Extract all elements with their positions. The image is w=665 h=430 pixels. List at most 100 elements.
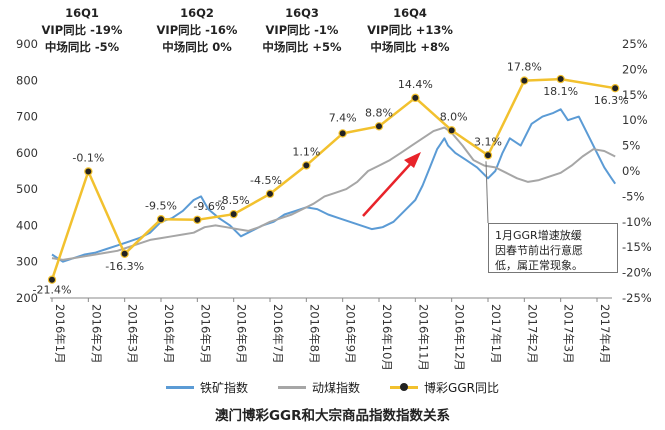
x-tick-label: 2016年1月 <box>53 304 67 364</box>
quarter-mass-yoy: 中场同比 +8% <box>370 40 450 54</box>
ggr-data-label: 8.0% <box>440 110 468 123</box>
ggr-data-label: 14.4% <box>398 78 433 91</box>
ggr-point-marker <box>520 76 529 85</box>
ggr-data-label: -9.6% <box>193 200 225 213</box>
legend-swatch-ggr-yoy <box>390 382 419 391</box>
y-left-tick-label: 400 <box>16 218 38 232</box>
y-right-tick-label: 15% <box>622 88 648 102</box>
ggr-data-label: 3.1% <box>474 135 502 148</box>
y-left-tick-label: 700 <box>16 110 38 124</box>
axes-group: 200 300 400 500 600 700 800 900 -25% -20% -15% -10%… <box>16 37 652 371</box>
legend-item-ggr-yoy: 博彩GGR同比 <box>390 379 499 396</box>
y-right-tick-label: -10% <box>622 215 652 229</box>
x-tick-label: 2017年2月 <box>525 304 539 364</box>
note-line: 因春节前出行意愿 <box>495 244 583 257</box>
legend-label-thermal-coal: 动煤指数 <box>312 380 361 395</box>
quarter-vip-yoy: VIP同比 -16% <box>157 23 238 37</box>
trend-arrow-group <box>362 152 489 224</box>
x-tick-label: 2016年2月 <box>89 304 103 364</box>
legend-swatch-thermal-coal <box>278 385 307 389</box>
legend-label-iron-ore: 铁矿指数 <box>200 380 249 395</box>
quarter-mass-yoy: 中场同比 -5% <box>45 40 120 54</box>
series-group <box>47 74 620 284</box>
legend-item-iron-ore: 铁矿指数 <box>166 379 248 396</box>
x-tick-label: 2016年9月 <box>344 304 358 364</box>
ggr-data-label: -4.5% <box>250 174 282 187</box>
y-left-tick-label: 800 <box>16 73 38 87</box>
ggr-point-marker <box>411 93 420 103</box>
ggr-point-marker <box>556 74 565 84</box>
y-right-tick-label: 25% <box>622 37 648 51</box>
ggr-point-marker <box>156 215 166 224</box>
y-right-tick-label: 5% <box>622 139 640 153</box>
series-line-thermal-coal <box>51 126 616 261</box>
ggr-point-marker <box>610 83 620 93</box>
series-line-ggr-yoy <box>50 77 616 281</box>
quarter-title: 16Q4 <box>393 6 427 20</box>
ggr-data-label: 1.1% <box>292 145 320 158</box>
ggr-point-marker <box>229 209 238 219</box>
ggr-data-label: -8.5% <box>218 194 250 207</box>
y-left-tick-label: 200 <box>16 291 38 305</box>
x-tick-label: 2017年4月 <box>598 304 612 364</box>
ggr-data-label: 18.1% <box>543 85 578 98</box>
trend-arrow-head <box>404 152 421 168</box>
quarter-vip-yoy: VIP同比 -19% <box>42 23 123 37</box>
note-line: 低，属正常现象。 <box>495 259 583 272</box>
ggr-point-marker <box>193 215 202 224</box>
legend-item-thermal-coal: 动煤指数 <box>278 379 360 396</box>
ggr-data-label: 17.8% <box>507 61 542 74</box>
ggr-point-marker <box>84 167 93 176</box>
quarter-title: 16Q2 <box>180 6 214 20</box>
data-labels-group: -21.4% -0.1% -16.3% -9.5% -9.6%-8.5%-4.5% 1.1… <box>33 61 629 297</box>
quarter-mass-yoy: 中场同比 +5% <box>262 40 342 54</box>
x-tick-label: 2017年3月 <box>562 304 576 364</box>
chart-caption: 澳门博彩GGR和大宗商品指数指数关系 <box>214 408 451 424</box>
y-left-tick-label: 900 <box>16 37 38 51</box>
y-left-tick-label: 600 <box>16 146 38 160</box>
trend-arrow-shaft <box>362 159 415 217</box>
ggr-data-label: -16.3% <box>105 260 144 273</box>
ggr-data-label: -9.5% <box>145 199 177 212</box>
x-tick-label: 2016年10月 <box>380 304 394 371</box>
quarter-title: 16Q1 <box>65 6 99 20</box>
x-tick-label: 2016年7月 <box>271 304 285 364</box>
x-tick-label: 2017年1月 <box>489 304 503 364</box>
y-right-tick-label: -5% <box>622 189 644 203</box>
y-right-tick-label: 20% <box>622 62 648 76</box>
y-right-tick-label: -15% <box>622 240 652 254</box>
quarter-title: 16Q3 <box>285 6 319 20</box>
legend-swatch-iron-ore <box>166 385 195 389</box>
y-right-tick-label: 0% <box>622 164 640 178</box>
x-tick-label: 2016年12月 <box>453 304 467 371</box>
ggr-data-label: 7.4% <box>329 111 357 124</box>
ggr-point-marker <box>447 126 456 135</box>
ggr-data-label: 8.8% <box>365 106 393 119</box>
ggr-data-label: -21.4% <box>33 284 72 297</box>
ggr-point-marker <box>338 129 347 138</box>
note-connector <box>485 161 489 224</box>
ggr-point-marker <box>374 122 384 131</box>
y-right-tick-label: -20% <box>622 266 652 280</box>
legend-marker-dot <box>400 382 409 391</box>
ggr-point-marker <box>302 161 311 170</box>
legend: 铁矿指数 动煤指数 博彩GGR同比 <box>0 378 665 396</box>
note-box: 1月GGR增速放缓 因春节前出行意愿 低，属正常现象。 <box>488 223 618 273</box>
y-right-tick-label: 10% <box>622 113 648 127</box>
ggr-data-label: -0.1% <box>72 152 104 165</box>
x-tick-label: 2016年5月 <box>198 304 212 364</box>
series-line-iron-ore <box>51 108 617 263</box>
quarter-vip-yoy: VIP同比 -1% <box>266 23 339 37</box>
y-left-tick-label: 500 <box>16 182 38 196</box>
x-tick-label: 2016年6月 <box>235 304 249 364</box>
quarter-mass-yoy: 中场同比 0% <box>162 40 232 54</box>
y-right-tick-label: -25% <box>622 291 652 305</box>
ggr-point-marker <box>265 189 275 199</box>
quarter-vip-yoy: VIP同比 +13% <box>367 23 453 37</box>
y-left-tick-label: 300 <box>16 255 38 269</box>
ggr-point-marker <box>483 151 493 160</box>
ggr-point-marker <box>47 275 57 284</box>
x-tick-label: 2016年3月 <box>126 304 140 364</box>
quarter-annotations-group: 16Q1 VIP同比 -19% 中场同比 -5% 16Q2 VIP同比 -16% 中场同比… <box>42 6 454 54</box>
